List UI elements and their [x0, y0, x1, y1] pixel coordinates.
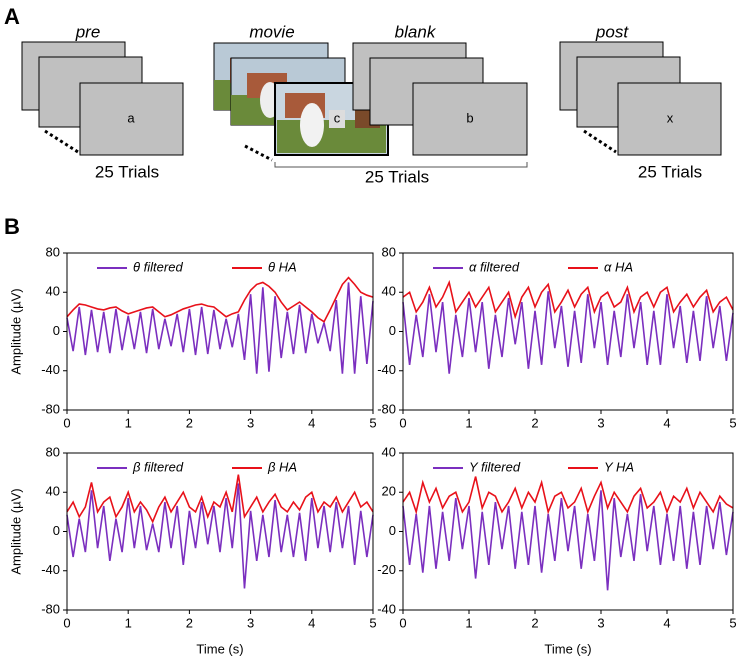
y-tick-label: 80: [382, 244, 396, 259]
y-tick-label: -40: [41, 562, 60, 577]
legend-label: Y HA: [604, 459, 634, 474]
group-title: movie: [249, 22, 294, 41]
y-tick-label: 0: [53, 523, 60, 538]
y-tick-label: -40: [377, 362, 396, 377]
legend-label: α filtered: [469, 259, 520, 274]
y-tick-label: 0: [389, 523, 396, 538]
x-tick-label: 2: [531, 615, 538, 630]
series-line: [402, 279, 734, 320]
series-line: [66, 276, 374, 323]
plot-frame: [66, 452, 374, 611]
screen: [79, 82, 184, 156]
x-tick-label: 5: [729, 615, 736, 630]
line-chart: -80 -40 0 40 80 0 1 2 3 4 5 β filtered β HA Amplitude…: [8, 444, 376, 656]
y-tick-label: 40: [382, 284, 396, 299]
y-tick-label: -80: [41, 401, 60, 416]
y-tick-label: -40: [41, 362, 60, 377]
x-tick-label: 3: [597, 415, 604, 430]
x-tick-label: 5: [369, 415, 376, 430]
group-title: pre: [75, 22, 101, 41]
x-tick-label: 4: [308, 415, 315, 430]
x-tick-label: 0: [63, 415, 70, 430]
series-line: [402, 291, 734, 374]
x-tick-label: 1: [465, 415, 472, 430]
line-chart: -40 -20 0 20 40 0 1 2 3 4 5 Y filtered Y HA Time (s): [377, 444, 736, 656]
x-tick-label: 1: [125, 415, 132, 430]
y-axis-label: Amplitude (µV): [8, 288, 23, 374]
bracket: [274, 162, 528, 168]
y-axis-label: Amplitude (µV): [8, 488, 23, 574]
line-chart: -80 -40 0 40 80 0 1 2 3 4 5 α filtered α HA: [377, 244, 736, 430]
dots: [44, 129, 79, 154]
panel-a: A pre a 25 Trials movie c blank b 25 Tri…: [4, 4, 722, 186]
y-tick-label: 0: [53, 323, 60, 338]
plot-frame: [66, 252, 374, 411]
panel-label: A: [4, 4, 20, 29]
screen-letter: a: [127, 110, 135, 125]
x-tick-label: 5: [729, 415, 736, 430]
plot-frame: [402, 452, 734, 611]
x-axis-label: Time (s): [544, 641, 591, 656]
y-tick-label: 40: [46, 484, 60, 499]
screen-letter: b: [466, 110, 473, 125]
legend-label: θ filtered: [133, 259, 183, 274]
x-tick-label: 4: [663, 615, 670, 630]
legend-label: Y filtered: [469, 459, 521, 474]
legend-label: θ HA: [268, 259, 297, 274]
y-tick-label: 80: [46, 244, 60, 259]
x-tick-label: 3: [247, 415, 254, 430]
series-line: [402, 476, 734, 515]
screen-letter: c: [334, 110, 341, 125]
x-tick-label: 2: [186, 415, 193, 430]
y-tick-label: -20: [377, 562, 396, 577]
y-tick-label: -80: [377, 401, 396, 416]
x-tick-label: 0: [399, 615, 406, 630]
x-tick-label: 3: [597, 615, 604, 630]
legend-label: α HA: [604, 259, 633, 274]
x-tick-label: 3: [247, 615, 254, 630]
x-tick-label: 1: [125, 615, 132, 630]
x-tick-label: 0: [63, 615, 70, 630]
legend-label: β HA: [267, 459, 297, 474]
trials: 25 Trials: [95, 162, 159, 181]
x-tick-label: 1: [465, 615, 472, 630]
legend-label: β filtered: [132, 459, 184, 474]
y-tick-label: 80: [46, 444, 60, 459]
series-line: [66, 282, 374, 374]
series-line: [66, 474, 374, 524]
group-title: blank: [395, 22, 437, 41]
x-tick-label: 2: [186, 615, 193, 630]
x-tick-label: 0: [399, 415, 406, 430]
trials: 25 Trials: [638, 162, 702, 181]
trials: 25 Trials: [365, 167, 429, 186]
screen: [412, 82, 528, 156]
series-line: [402, 490, 734, 591]
y-tick-label: 0: [389, 323, 396, 338]
x-tick-label: 4: [308, 615, 315, 630]
dots: [583, 129, 617, 154]
plot-frame: [402, 252, 734, 411]
series-line: [66, 483, 374, 589]
x-tick-label: 2: [531, 415, 538, 430]
dots: [244, 144, 273, 162]
screen: [617, 82, 722, 156]
x-tick-label: 5: [369, 615, 376, 630]
screen-letter: x: [667, 110, 674, 125]
panel-label: B: [4, 214, 20, 239]
y-tick-label: 20: [382, 484, 396, 499]
group-title: post: [595, 22, 629, 41]
x-tick-label: 4: [663, 415, 670, 430]
line-chart: -80 -40 0 40 80 0 1 2 3 4 5 θ filtered θ HA Amplitude…: [8, 244, 376, 430]
y-tick-label: 40: [382, 444, 396, 459]
y-tick-label: -80: [41, 601, 60, 616]
y-tick-label: -40: [377, 601, 396, 616]
y-tick-label: 40: [46, 284, 60, 299]
x-axis-label: Time (s): [196, 641, 243, 656]
